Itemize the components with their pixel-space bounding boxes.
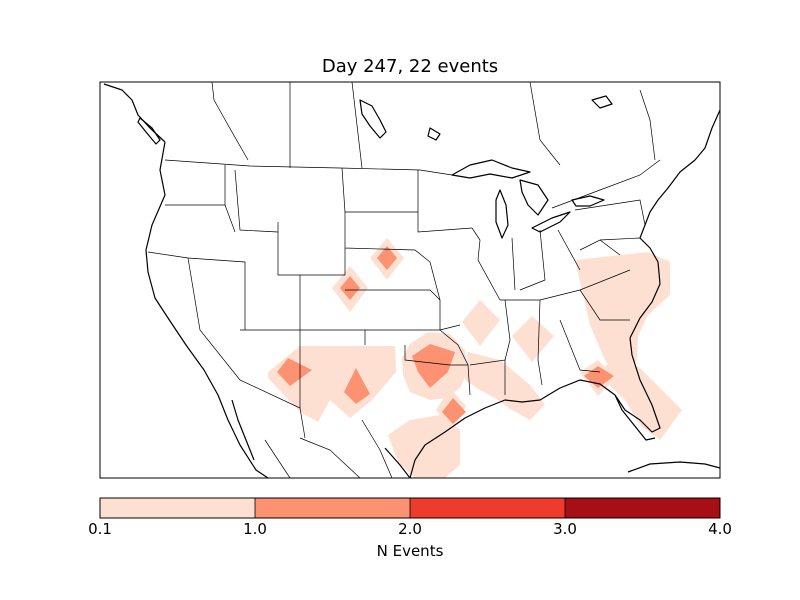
- density-region: [377, 246, 397, 270]
- vancouver-island: [137, 117, 161, 145]
- colorbar-bin-1: [100, 498, 255, 518]
- us-canada-border: [551, 159, 661, 209]
- colorbar-label: N Events: [376, 542, 444, 560]
- colorbar-bin-2: [255, 498, 410, 518]
- colorbar-bin-4: [565, 498, 720, 518]
- map-frame: [99, 81, 721, 479]
- us-canada-border: [164, 159, 453, 176]
- lake-erie: [531, 211, 571, 233]
- colorbar-bin-3: [410, 498, 565, 518]
- lake-superior: [451, 159, 531, 179]
- density-region: [340, 276, 360, 300]
- cuba-coastline: [627, 461, 720, 473]
- map-layer: [103, 82, 720, 478]
- atlantic-coastline: [629, 109, 720, 339]
- colorbar-tick-label: 3.0: [553, 520, 577, 538]
- mexico-coastline: [384, 447, 411, 478]
- gulf-coastline: [409, 337, 661, 478]
- colorbar-tick-label: 1.0: [243, 520, 267, 538]
- density-region: [598, 355, 682, 440]
- density-region: [412, 344, 455, 388]
- bc-coastline: [103, 83, 166, 143]
- baja-coastline: [231, 399, 255, 461]
- density-mid-regions: [277, 246, 614, 424]
- pacific-coastline: [145, 141, 269, 478]
- coastlines: [103, 83, 720, 478]
- state-borders: [147, 82, 661, 478]
- northern-coast: [359, 99, 387, 139]
- northern-coast: [591, 95, 613, 109]
- lake-michigan: [495, 189, 509, 239]
- lake-huron: [519, 179, 549, 216]
- density-region: [344, 368, 370, 404]
- density-region: [277, 358, 312, 386]
- density-region: [442, 398, 466, 424]
- florida-coastline: [614, 394, 656, 441]
- colorbar: [99, 497, 721, 519]
- northern-coast: [427, 127, 441, 141]
- density-region: [512, 316, 554, 362]
- colorbar-tick-label: 2.0: [398, 520, 422, 538]
- lake-ontario: [571, 195, 605, 207]
- density-region: [575, 252, 670, 380]
- colorbar-tick-label: 0.1: [88, 520, 112, 538]
- colorbar-tick-label: 4.0: [708, 520, 732, 538]
- map-title: Day 247, 22 events: [321, 56, 499, 77]
- density-region: [268, 346, 396, 422]
- density-region: [462, 300, 500, 346]
